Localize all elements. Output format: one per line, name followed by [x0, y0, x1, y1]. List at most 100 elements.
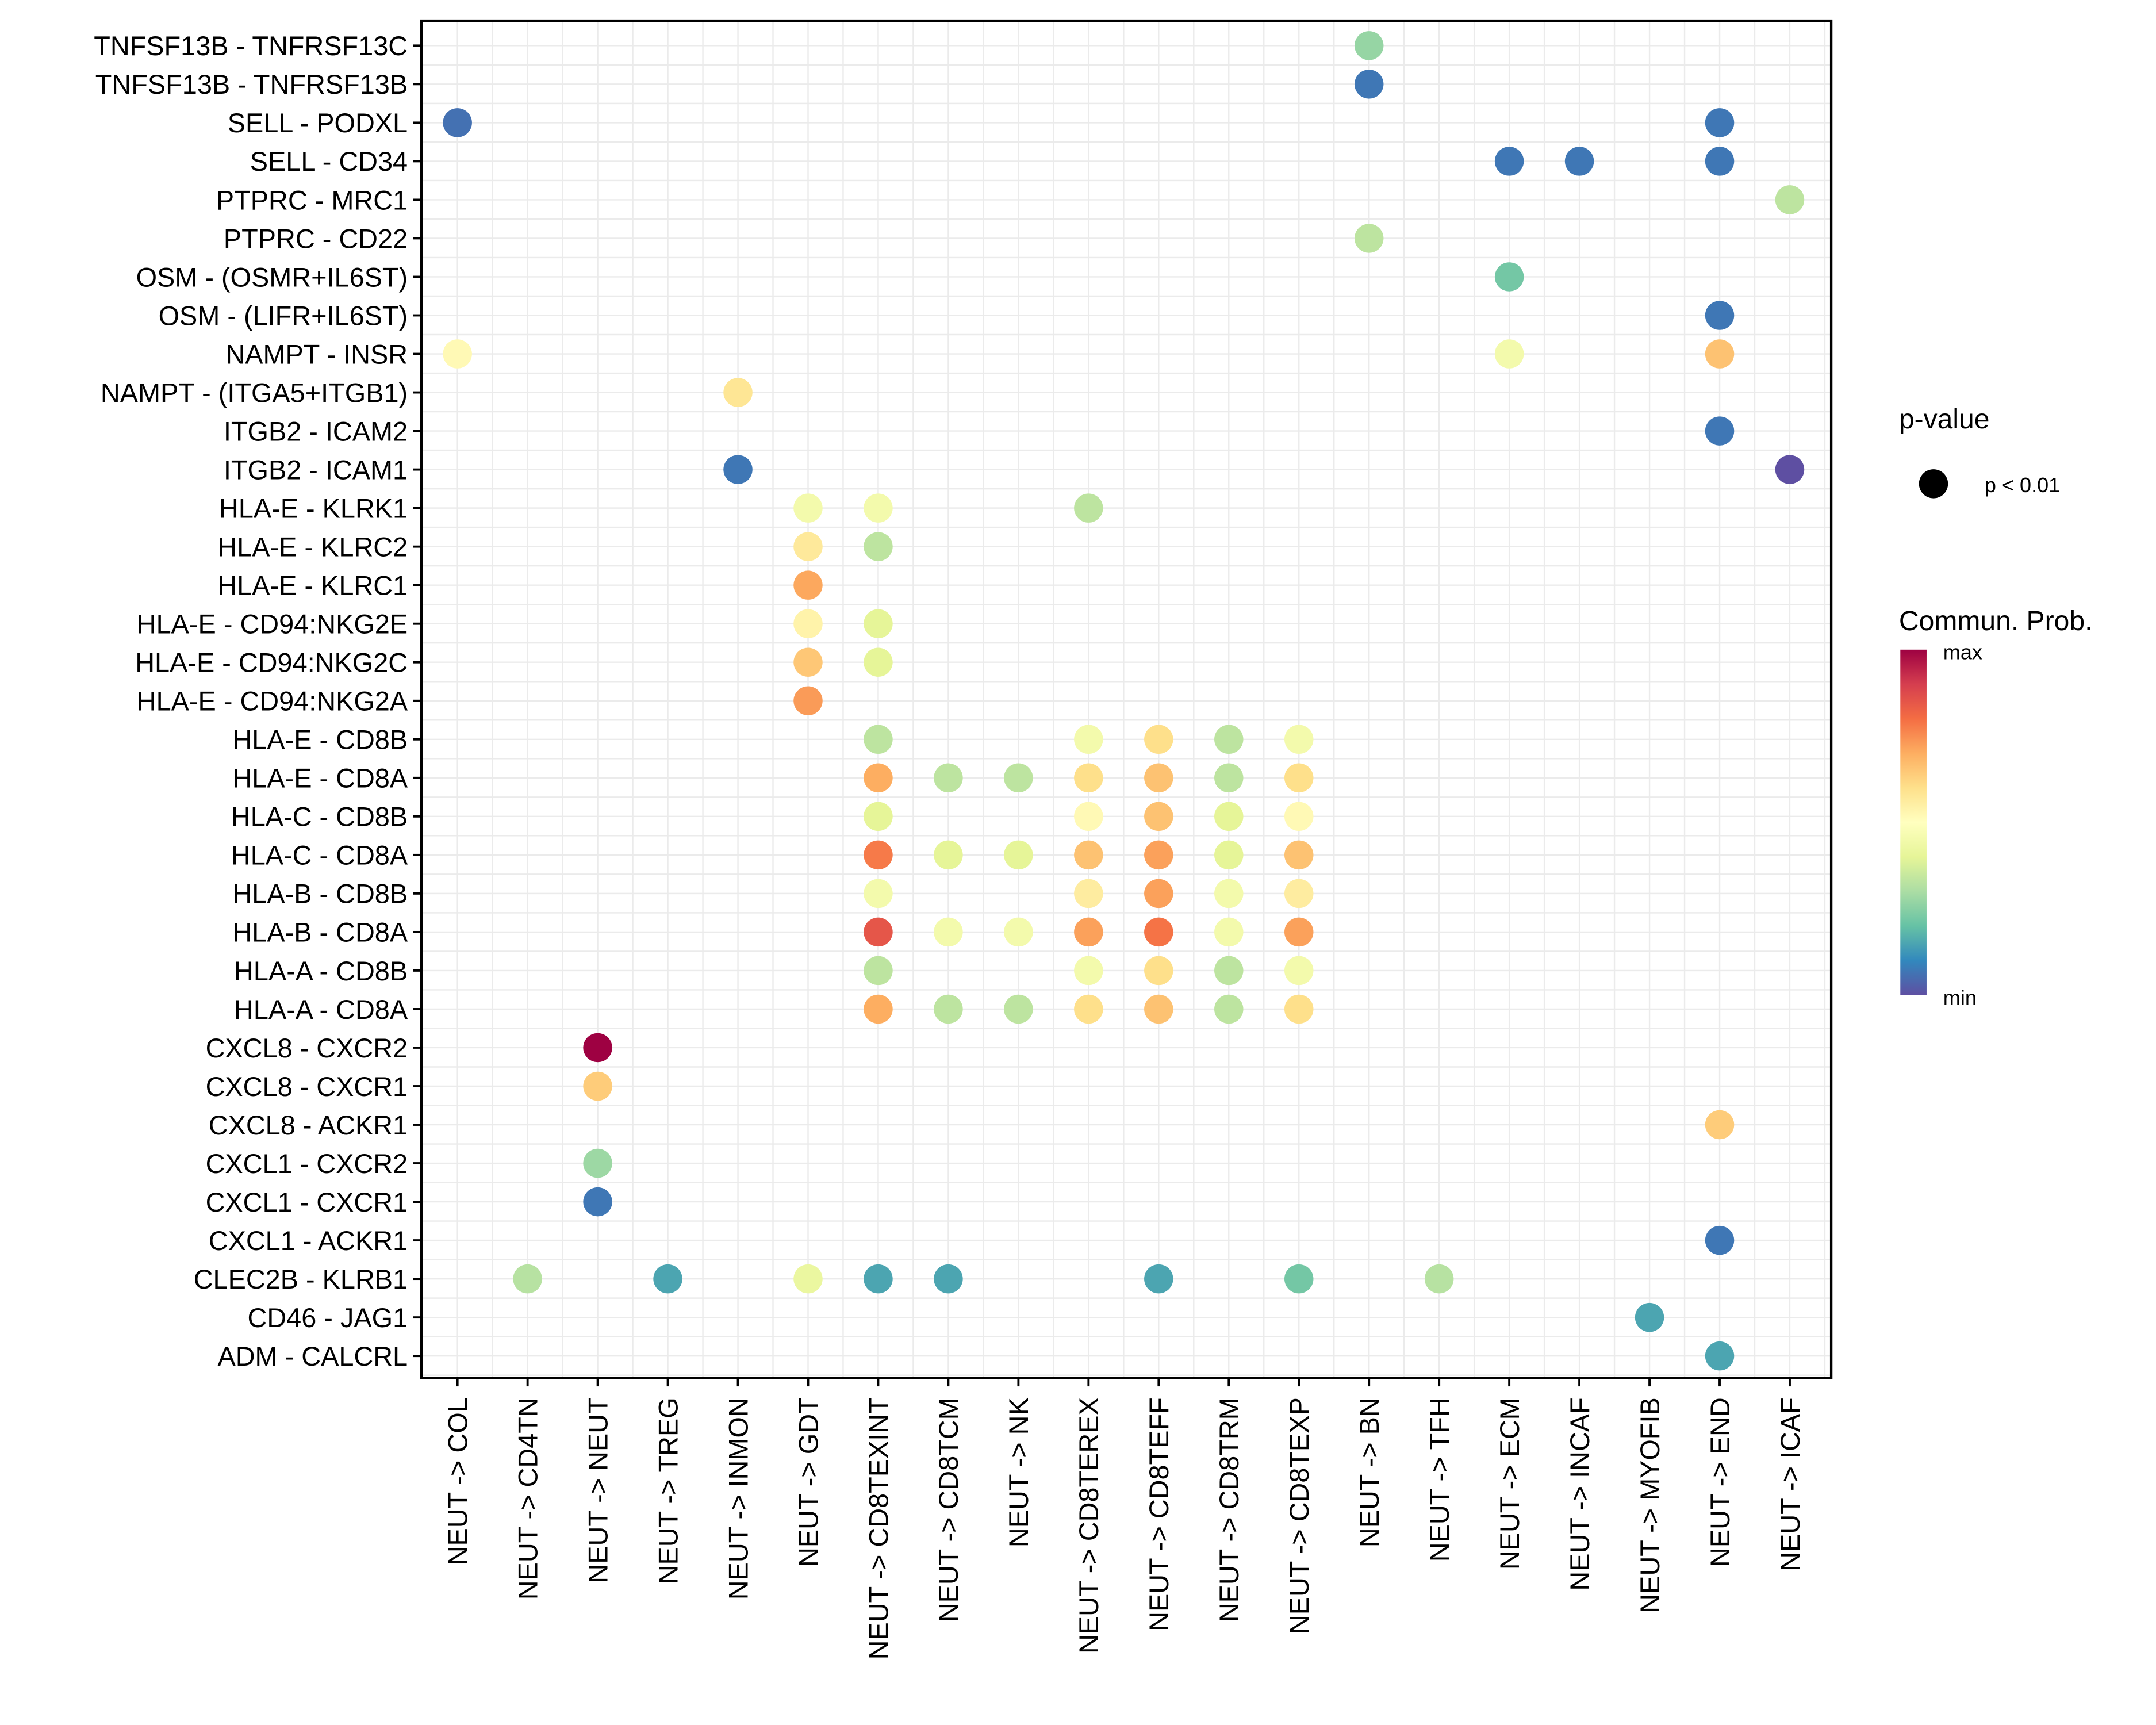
x-tick-label: NEUT -> ECM [1495, 1397, 1525, 1570]
data-point [723, 378, 753, 407]
data-point [934, 840, 963, 870]
data-point [653, 1264, 682, 1294]
data-point [443, 108, 472, 137]
data-point [1284, 840, 1314, 870]
legend-colorbar [1900, 649, 1927, 995]
y-tick-label: HLA-E - KLRC2 [217, 532, 408, 562]
data-point [1144, 1264, 1173, 1294]
legend-pvalue-label: p < 0.01 [1985, 473, 2060, 497]
data-point [1074, 763, 1103, 793]
data-point [1214, 763, 1244, 793]
data-point [864, 1264, 893, 1294]
data-point [1775, 185, 1805, 214]
data-point [864, 493, 893, 523]
y-tick-label: SELL - CD34 [250, 147, 408, 177]
data-point [1004, 763, 1033, 793]
data-point [793, 532, 823, 561]
data-point [1144, 994, 1173, 1024]
x-tick-label: NEUT -> END [1705, 1397, 1735, 1567]
data-point [1284, 1264, 1314, 1294]
data-point [1214, 956, 1244, 986]
legend-colorbar-min: min [1943, 986, 1977, 1010]
y-tick-label: PTPRC - MRC1 [216, 185, 408, 215]
data-point [1004, 994, 1033, 1024]
y-tick-label: HLA-A - CD8A [234, 995, 408, 1025]
y-tick-label: NAMPT - (ITGA5+ITGB1) [101, 378, 408, 408]
x-tick-label: NEUT -> CD4TN [513, 1397, 543, 1600]
data-point [1494, 262, 1524, 292]
y-tick-label: OSM - (OSMR+IL6ST) [136, 262, 408, 292]
data-point [583, 1187, 612, 1217]
y-tick-label: ADM - CALCRL [217, 1341, 408, 1371]
data-point [864, 917, 893, 947]
data-point [1705, 301, 1735, 330]
data-point [864, 879, 893, 908]
y-tick-label: HLA-C - CD8A [231, 841, 408, 871]
data-point [1705, 1110, 1735, 1140]
data-point [1144, 956, 1173, 986]
y-tick-label: HLA-E - KLRK1 [219, 493, 408, 523]
data-point [1635, 1302, 1664, 1332]
data-point [1284, 917, 1314, 947]
y-tick-label: CXCL1 - ACKR1 [209, 1226, 408, 1256]
data-point [1494, 339, 1524, 369]
data-point [1284, 994, 1314, 1024]
data-point [1074, 724, 1103, 754]
y-tick-label: HLA-B - CD8B [232, 879, 408, 909]
y-tick-label: TNFSF13B - TNFRSF13C [94, 31, 408, 61]
x-tick-label: NEUT -> CD8TEXP [1284, 1397, 1314, 1634]
y-axis: TNFSF13B - TNFRSF13C TNFSF13B - TNFRSF13B… [94, 31, 422, 1371]
data-point [1214, 879, 1244, 908]
legend-pvalue-title: p-value [1899, 404, 1990, 435]
y-tick-label: HLA-E - CD94:NKG2C [135, 648, 408, 678]
y-tick-label: TNFSF13B - TNFRSF13B [95, 70, 408, 99]
y-tick-label: HLA-E - CD8B [232, 725, 408, 755]
data-point [934, 1264, 963, 1294]
data-point [583, 1071, 612, 1101]
y-tick-label: CXCL8 - CXCR2 [206, 1033, 408, 1063]
data-point [934, 994, 963, 1024]
data-point [1074, 802, 1103, 831]
data-point [1284, 802, 1314, 831]
gridlines [421, 21, 1832, 1378]
y-tick-label: HLA-B - CD8A [232, 918, 408, 948]
plot-panel [420, 19, 1833, 1379]
y-tick-label: SELL - PODXL [228, 108, 408, 138]
data-point [1284, 724, 1314, 754]
y-tick-label: CXCL8 - CXCR1 [206, 1072, 408, 1102]
data-point [1004, 917, 1033, 947]
data-point [864, 609, 893, 638]
x-tick-label: NEUT -> COL [443, 1397, 473, 1565]
data-point [1354, 31, 1384, 60]
y-tick-label: CLEC2B - KLRB1 [194, 1264, 408, 1294]
data-point [723, 455, 753, 484]
data-point [583, 1033, 612, 1063]
data-point [1074, 994, 1103, 1024]
data-points [443, 31, 1805, 1371]
data-point [1354, 70, 1384, 99]
data-point [1144, 917, 1173, 947]
x-tick-label: NEUT -> NK [1004, 1397, 1034, 1547]
data-point [1705, 108, 1735, 137]
data-point [864, 956, 893, 986]
data-point [583, 1148, 612, 1178]
y-tick-label: HLA-E - CD94:NKG2E [137, 610, 408, 639]
x-tick-label: NEUT -> BN [1355, 1397, 1384, 1547]
y-tick-label: CXCL1 - CXCR1 [206, 1187, 408, 1217]
data-point [1705, 1225, 1735, 1255]
data-point [1214, 917, 1244, 947]
data-point [1144, 802, 1173, 831]
data-point [1074, 956, 1103, 986]
y-tick-label: HLA-E - CD8A [232, 764, 408, 793]
data-point [864, 763, 893, 793]
data-point [1214, 840, 1244, 870]
legend: p-value p < 0.01 Commun. Prob. max min [1899, 404, 2093, 1009]
data-point [1705, 1341, 1735, 1371]
data-point [1144, 840, 1173, 870]
data-point [1354, 224, 1384, 253]
data-point [793, 686, 823, 715]
data-point [1705, 416, 1735, 446]
x-tick-label: NEUT -> NEUT [583, 1397, 613, 1583]
data-point [1564, 147, 1594, 176]
